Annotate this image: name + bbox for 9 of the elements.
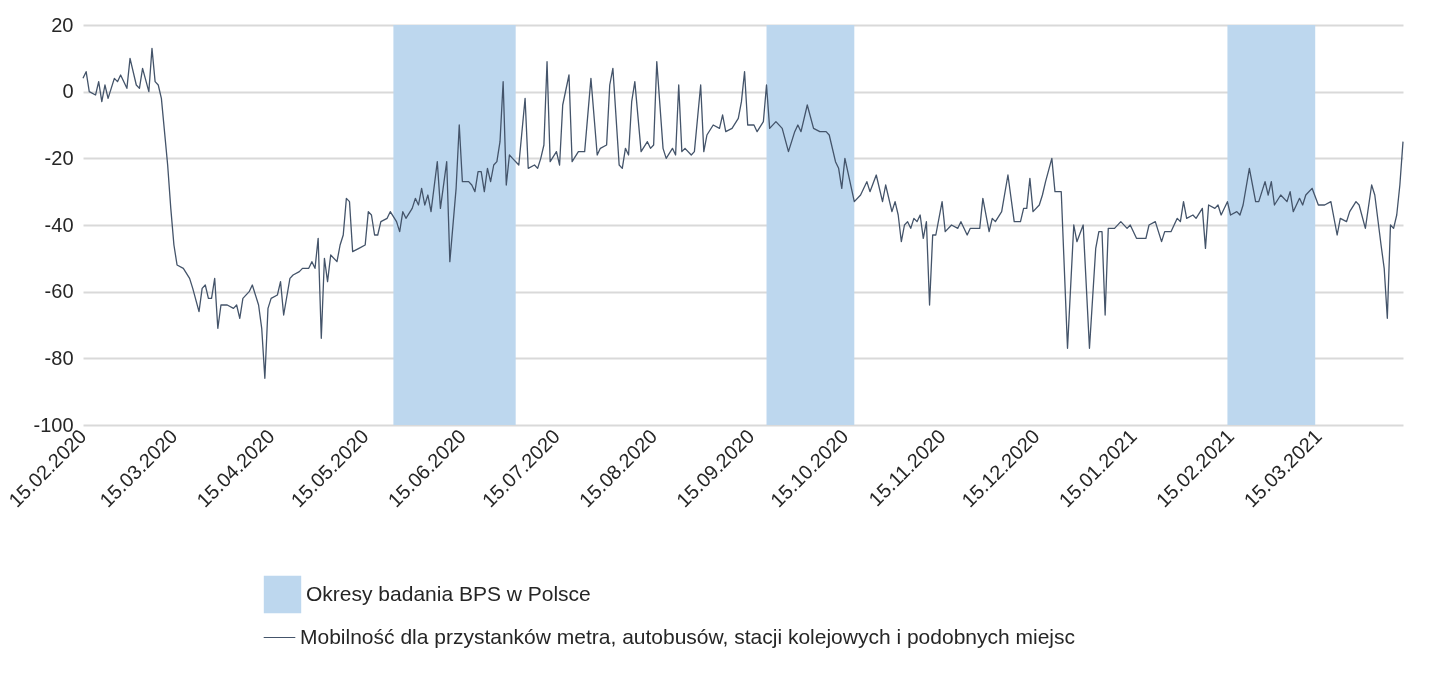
line-series bbox=[82, 47, 1404, 379]
y-tick-label: -20 bbox=[44, 146, 74, 169]
y-tick-label: 20 bbox=[51, 13, 74, 36]
legend-label: Mobilność dla przystanków metra, autobusów, stacji kolejowych i podobnych miejsc bbox=[300, 624, 1076, 648]
y-tick-label: -40 bbox=[44, 213, 74, 236]
y-tick-label: -60 bbox=[44, 280, 74, 303]
legend-label: Okresy badania BPS w Polsce bbox=[306, 581, 591, 605]
y-tick-label: 0 bbox=[62, 80, 74, 103]
y-tick-label: -80 bbox=[44, 346, 74, 369]
